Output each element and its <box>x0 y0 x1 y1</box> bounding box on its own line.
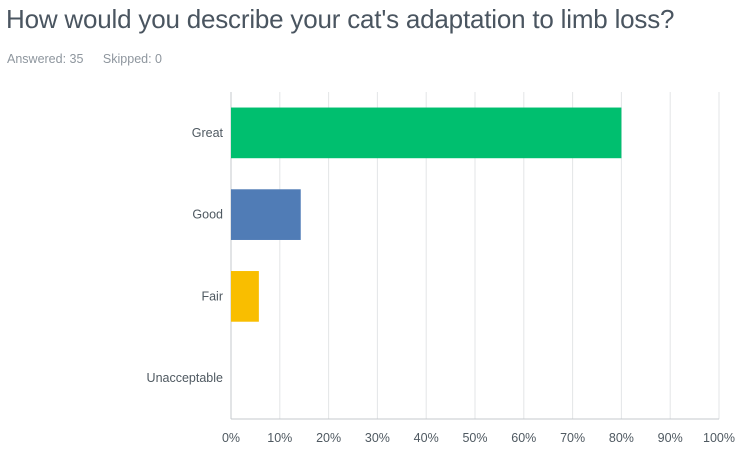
x-tick-label: 70% <box>560 431 585 445</box>
category-label: Fair <box>201 289 223 303</box>
bar-good <box>231 189 301 240</box>
chart-category-labels: Great Good Fair Unacceptable <box>147 126 224 385</box>
x-tick-label: 100% <box>703 431 735 445</box>
category-label: Great <box>192 126 224 140</box>
x-tick-label: 10% <box>267 431 292 445</box>
x-tick-label: 80% <box>609 431 634 445</box>
skipped-count: Skipped: 0 <box>102 52 162 66</box>
response-stats: Answered: 35 Skipped: 0 <box>7 52 162 66</box>
bar-great <box>231 107 622 159</box>
category-label: Good <box>192 208 223 222</box>
category-label: Unacceptable <box>147 371 223 385</box>
x-tick-label: 20% <box>316 431 341 445</box>
x-tick-label: 40% <box>414 431 439 445</box>
chart-x-tick-labels: 0% 10% 20% 30% 40% 50% 60% 70% 80% 90% 100% <box>222 431 735 445</box>
x-tick-label: 90% <box>658 431 683 445</box>
chart-bars <box>231 107 622 322</box>
x-tick-label: 0% <box>222 431 240 445</box>
answered-count: Answered: 35 <box>7 52 84 66</box>
x-tick-label: 60% <box>511 431 536 445</box>
x-tick-label: 50% <box>462 431 487 445</box>
question-title: How would you describe your cat's adapta… <box>6 4 675 34</box>
x-tick-label: 30% <box>365 431 390 445</box>
bar-fair <box>231 271 259 322</box>
